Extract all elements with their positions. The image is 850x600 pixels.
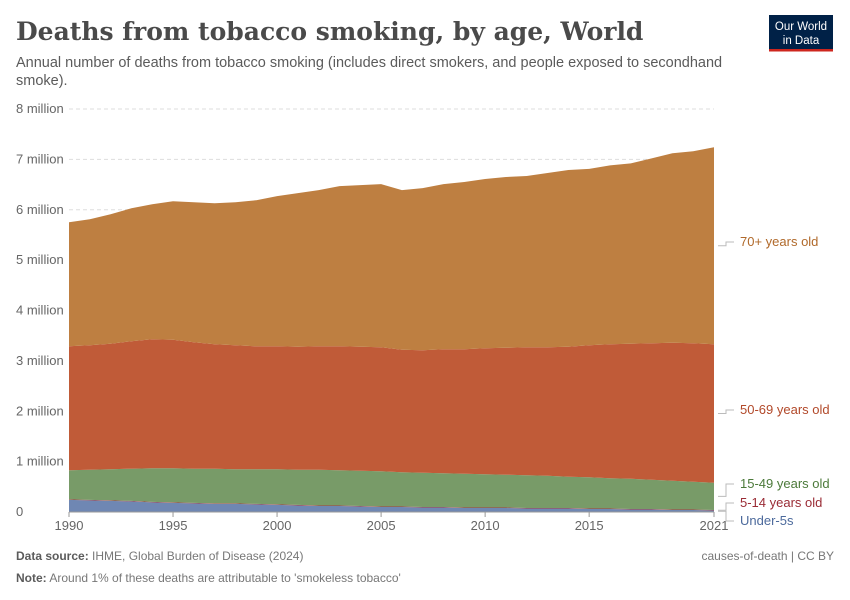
- logo-background: [769, 15, 833, 50]
- y-tick-label: 2 million: [16, 403, 64, 418]
- x-tick-label: 2010: [471, 518, 500, 533]
- area-50-69-years-old[interactable]: [69, 339, 714, 483]
- x-tick-label: 2021: [700, 518, 729, 533]
- series-label[interactable]: 15-49 years old: [740, 476, 830, 491]
- label-connector: [718, 483, 734, 497]
- area-15-49-years-old[interactable]: [69, 468, 714, 510]
- y-tick-label: 8 million: [16, 101, 64, 116]
- area-under-5s[interactable]: [69, 499, 714, 512]
- data-source-label: Data source:: [16, 549, 89, 563]
- label-connector: [718, 502, 734, 511]
- license-link[interactable]: causes-of-death | CC BY: [701, 549, 834, 563]
- chart-subtitle: Annual number of deaths from tobacco smo…: [16, 55, 722, 71]
- x-axis: 1990 1995 2000 2005 2010 2015 2021: [55, 511, 729, 533]
- y-tick-label: 1 million: [16, 454, 64, 469]
- x-tick-label: 2000: [263, 518, 292, 533]
- note-label: Note:: [16, 571, 47, 585]
- data-source-text: IHME, Global Burden of Disease (2024): [89, 549, 304, 563]
- area-5-14-years-old[interactable]: [69, 499, 714, 511]
- series-labels: Under-5s 5-14 years old 15-49 years old 50-…: [718, 234, 830, 528]
- y-tick-label: 7 million: [16, 151, 64, 166]
- data-source: Data source: IHME, Global Burden of Dise…: [16, 549, 303, 563]
- label-connector: [718, 510, 734, 522]
- series-label[interactable]: 70+ years old: [740, 234, 818, 249]
- chart-title: Deaths from tobacco smoking, by age, Wor…: [16, 17, 643, 46]
- series-label[interactable]: Under-5s: [740, 513, 794, 528]
- label-connector: [718, 241, 734, 247]
- note: Note: Around 1% of these deaths are attr…: [16, 571, 401, 585]
- label-connector: [718, 409, 734, 415]
- owid-logo[interactable]: Our World in Data: [769, 15, 833, 52]
- logo-text-line1: Our World: [775, 21, 827, 33]
- y-tick-label: 3 million: [16, 353, 64, 368]
- x-tick-label: 1990: [55, 518, 84, 533]
- x-tick-label: 2015: [575, 518, 604, 533]
- stacked-areas: [69, 147, 714, 512]
- series-label[interactable]: 50-69 years old: [740, 402, 830, 417]
- series-label[interactable]: 5-14 years old: [740, 495, 822, 510]
- logo-accent: [769, 49, 833, 52]
- logo-text-line2: in Data: [783, 35, 820, 47]
- y-tick-label: 4 million: [16, 303, 64, 318]
- y-tick-label: 0: [16, 504, 23, 519]
- area-70-years-old[interactable]: [69, 147, 714, 351]
- x-tick-label: 2005: [367, 518, 396, 533]
- x-tick-label: 1995: [159, 518, 188, 533]
- chart-subtitle-line2: smoke).: [16, 73, 68, 89]
- y-tick-label: 6 million: [16, 202, 64, 217]
- note-text: Around 1% of these deaths are attributab…: [47, 571, 401, 585]
- y-tick-label: 5 million: [16, 252, 64, 267]
